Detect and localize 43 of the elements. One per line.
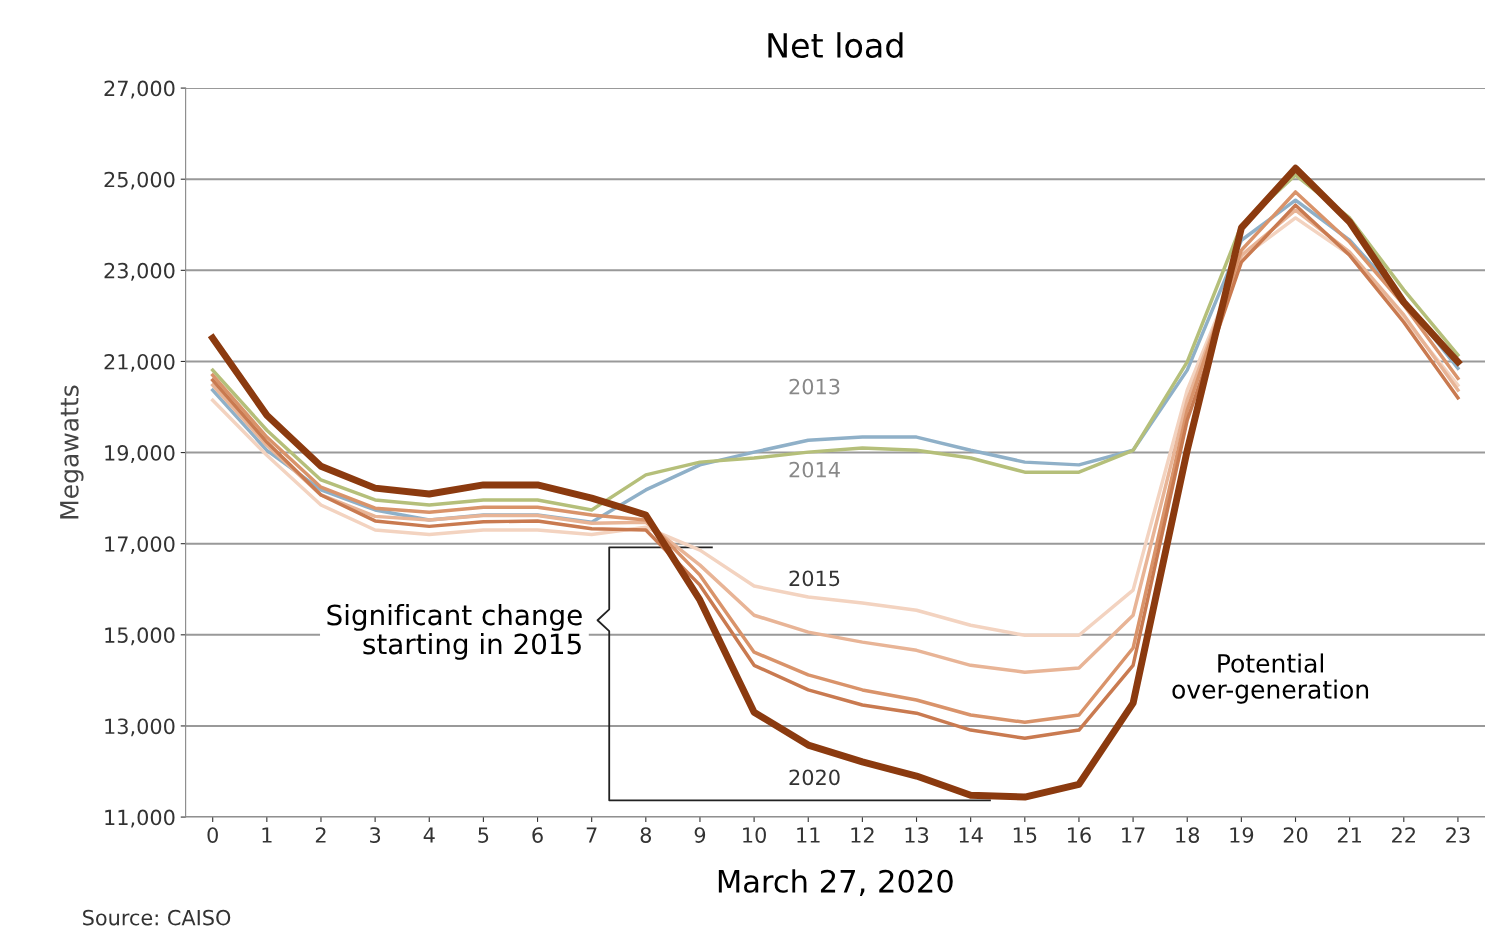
x-tick-label: 4	[423, 827, 435, 843]
x-tick-label: 12	[851, 827, 874, 843]
x-tick-label: 8	[640, 827, 652, 843]
y-tick-label: 19,000	[105, 445, 175, 463]
x-tick-label: 2	[315, 827, 326, 843]
x-tick-label: 7	[586, 827, 597, 843]
y-tick-label: 13,000	[105, 718, 175, 737]
x-tick-label: 14	[959, 827, 983, 843]
x-tick-label: 0	[207, 827, 218, 843]
x-tick-label: 13	[905, 827, 929, 843]
y-tick-label: 23,000	[104, 262, 175, 281]
x-tick-label: 15	[1013, 827, 1037, 843]
chart-title: Net load	[768, 32, 903, 58]
y-tick-label: 21,000	[104, 353, 175, 372]
x-tick-label: 10	[743, 827, 766, 843]
x-tick-label: 1	[262, 827, 272, 843]
annotation: 2015	[789, 570, 840, 587]
x-tick-label: 23	[1446, 827, 1470, 843]
source-note: Source: CAISO	[83, 909, 231, 926]
annotation: Significant change starting in 2015	[327, 603, 582, 660]
y-tick-label: 15,000	[105, 627, 175, 646]
x-tick-label: 16	[1067, 827, 1091, 843]
y-tick-label: 17,000	[105, 536, 175, 555]
x-tick-label: 17	[1122, 827, 1145, 843]
x-tick-label: 6	[532, 827, 543, 843]
x-tick-label: 5	[478, 827, 489, 843]
x-tick-label: 18	[1176, 827, 1200, 843]
x-tick-label: 20	[1283, 827, 1308, 843]
y-tick-label: 11,000	[105, 809, 175, 828]
annotation: Potential over-generation	[1172, 653, 1369, 704]
x-tick-label: 3	[370, 827, 381, 843]
y-axis-title: Megawatts	[60, 385, 84, 519]
y-tick-label: 27,000	[104, 80, 175, 99]
y-tick-label: 25,000	[104, 171, 175, 190]
x-tick-label: 21	[1337, 827, 1361, 843]
x-tick-label: 11	[797, 827, 820, 843]
x-axis-title: March 27, 2020	[718, 869, 953, 896]
annotation: 2020	[789, 769, 840, 786]
annotation: 2014	[789, 461, 840, 478]
x-tick-label: 9	[694, 827, 706, 843]
x-tick-label: 22	[1392, 827, 1415, 843]
x-tick-label: 19	[1230, 827, 1254, 843]
annotation: 2013	[789, 378, 840, 395]
